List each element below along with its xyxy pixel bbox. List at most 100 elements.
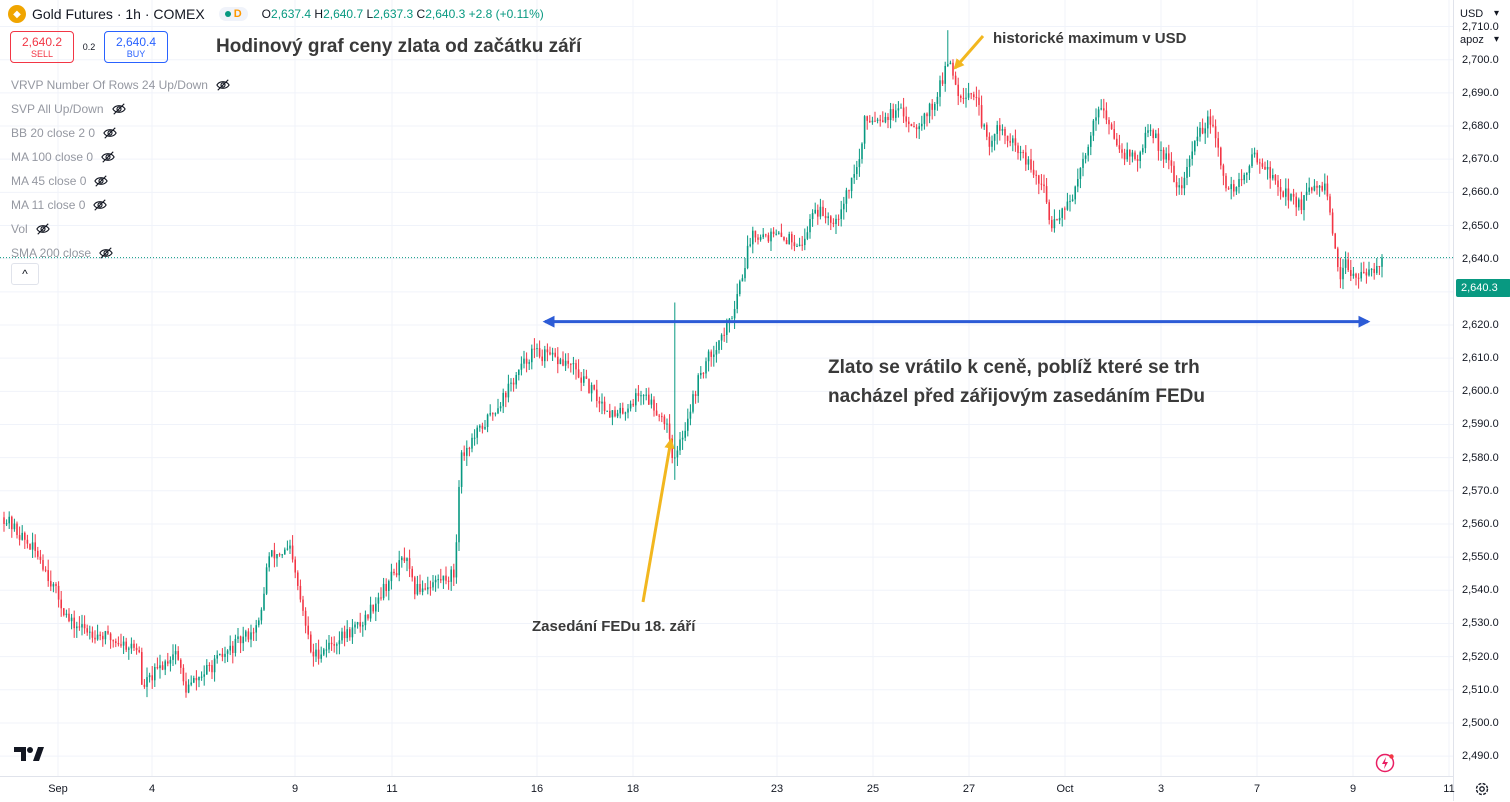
candle-body (679, 439, 681, 451)
candle-body (83, 624, 86, 629)
lightning-icon[interactable] (1375, 753, 1395, 773)
indicator-item[interactable]: SVP All Up/Down (11, 97, 230, 121)
candle-body (1324, 183, 1326, 191)
candle (455, 534, 458, 584)
indicator-item[interactable]: MA 45 close 0 (11, 169, 230, 193)
candle (505, 391, 507, 408)
candle (926, 112, 928, 127)
candle-body (892, 109, 894, 118)
candle (1038, 174, 1040, 195)
hidden-eye-icon[interactable] (93, 198, 108, 212)
candle-body (986, 124, 988, 137)
candle (76, 621, 78, 638)
candle (1326, 175, 1329, 201)
candle (1235, 186, 1238, 195)
candle (1173, 161, 1175, 183)
currency-select[interactable]: USD (1460, 8, 1484, 20)
chart-area[interactable] (0, 0, 1453, 776)
candle (109, 632, 112, 649)
candle-body (1009, 140, 1011, 143)
hidden-eye-icon[interactable] (101, 150, 115, 164)
candle (476, 425, 478, 445)
candle (1282, 190, 1284, 198)
candle (479, 424, 481, 432)
candle-body (479, 425, 481, 428)
indicator-item[interactable]: VRVP Number Of Rows 24 Up/Down (11, 73, 230, 97)
hidden-eye-icon[interactable] (103, 126, 117, 140)
candle (1204, 122, 1206, 144)
candle-body (538, 348, 541, 357)
candle (161, 661, 164, 671)
candle-body (486, 414, 489, 427)
collapse-indicators-button[interactable]: ^ (11, 263, 39, 285)
candlestick-chart[interactable] (0, 0, 1453, 776)
candle (216, 650, 218, 664)
candle-body (1165, 153, 1167, 160)
candle (1183, 171, 1186, 196)
indicator-item[interactable]: Vol (11, 217, 230, 241)
candle (554, 348, 556, 358)
indicator-item[interactable]: BB 20 close 2 0 (11, 121, 230, 145)
candle-body (681, 437, 684, 440)
candle (936, 92, 939, 111)
currency-dropdown-icon[interactable]: ▾ (1494, 8, 1500, 19)
price-axis[interactable]: 2,490.0 2,500.0 2,510.0 2,520.0 2,530.0 2,540… (1453, 0, 1510, 801)
hidden-eye-icon[interactable] (94, 174, 109, 188)
candle (1360, 262, 1362, 282)
candle-body (382, 583, 385, 599)
scale-dropdown-icon[interactable]: ▾ (1494, 34, 1500, 45)
settings-gear-icon[interactable] (1474, 781, 1490, 797)
candle (889, 102, 892, 129)
candle (1313, 179, 1316, 192)
candle-body (1129, 149, 1131, 157)
time-axis[interactable]: Sep 4 9 11 16 18 23 25 27 Oct 3 7 9 11 (0, 776, 1455, 802)
candle-body (952, 62, 954, 76)
candle-body (546, 349, 549, 353)
candle-body (291, 545, 294, 560)
candle-body (263, 593, 265, 610)
candle (635, 388, 637, 412)
low-value: 2,637.3 (373, 7, 414, 21)
market-status-badge[interactable]: D (218, 7, 248, 21)
symbol-title[interactable]: Gold Futures · 1h · COMEX (32, 6, 205, 22)
candle (1058, 209, 1061, 225)
sell-button[interactable]: 2,640.2 SELL (10, 31, 74, 63)
candle-body (1321, 185, 1323, 191)
candle (1100, 99, 1102, 111)
hidden-eye-icon[interactable] (111, 102, 126, 116)
hidden-eye-icon[interactable] (216, 78, 230, 92)
candle (588, 378, 590, 394)
candle (775, 229, 777, 236)
candle-body (533, 348, 536, 350)
candle (195, 670, 198, 691)
candle (627, 403, 629, 419)
candle (1121, 143, 1123, 159)
candle-body (567, 360, 569, 364)
price-tick-label: 2,680.0 (1462, 120, 1499, 133)
candle (850, 177, 853, 199)
candle (791, 231, 793, 250)
indicator-item[interactable]: MA 11 close 0 (11, 193, 230, 217)
candle (1311, 186, 1313, 194)
candle (442, 575, 445, 589)
indicator-item[interactable]: SMA 200 close (11, 241, 230, 265)
hidden-eye-icon[interactable] (35, 222, 50, 236)
candle-body (770, 231, 772, 242)
candle-body (102, 635, 104, 640)
candle-body (250, 632, 252, 640)
candle (268, 552, 270, 572)
candle-body (21, 532, 23, 540)
candle-body (161, 665, 164, 670)
indicator-item[interactable]: MA 100 close 0 (11, 145, 230, 169)
candle (996, 120, 998, 145)
candle (172, 644, 174, 667)
candle (1266, 160, 1269, 180)
tradingview-logo-icon[interactable] (14, 745, 46, 763)
record-high-arrow (953, 35, 985, 70)
candle-body (726, 323, 728, 335)
buy-button[interactable]: 2,640.4 BUY (104, 31, 168, 63)
hidden-eye-icon[interactable] (99, 246, 113, 260)
candle-body (720, 334, 723, 341)
price-tick-label: 2,710.0 (1462, 20, 1499, 33)
scale-mode-select[interactable]: apoz (1460, 34, 1484, 46)
